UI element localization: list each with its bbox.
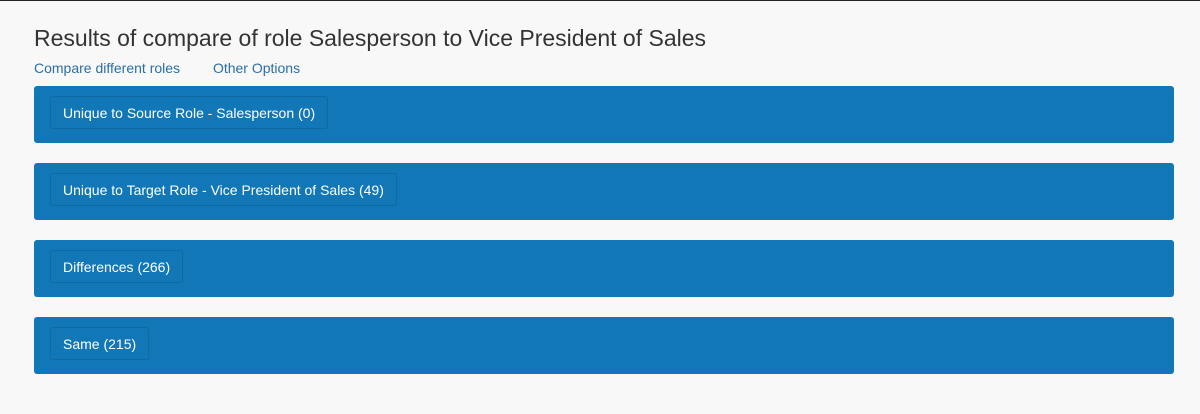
- unique-to-target-button[interactable]: Unique to Target Role - Vice President o…: [50, 173, 397, 206]
- same-button[interactable]: Same (215): [50, 327, 150, 360]
- page: Results of compare of role Salesperson t…: [0, 1, 1200, 374]
- results-panels: Unique to Source Role - Salesperson (0) …: [34, 86, 1174, 374]
- other-options-link[interactable]: Other Options: [212, 60, 301, 76]
- differences-button[interactable]: Differences (266): [50, 250, 184, 283]
- compare-different-roles-link[interactable]: Compare different roles: [34, 60, 181, 76]
- unique-to-source-button[interactable]: Unique to Source Role - Salesperson (0): [50, 96, 329, 129]
- panel-same: Same (215): [34, 317, 1174, 374]
- page-title: Results of compare of role Salesperson t…: [34, 25, 707, 51]
- panel-unique-to-source: Unique to Source Role - Salesperson (0): [34, 86, 1174, 143]
- panel-differences: Differences (266): [34, 240, 1174, 297]
- panel-unique-to-target: Unique to Target Role - Vice President o…: [34, 163, 1174, 220]
- action-links: Compare different roles Other Options: [34, 59, 1174, 77]
